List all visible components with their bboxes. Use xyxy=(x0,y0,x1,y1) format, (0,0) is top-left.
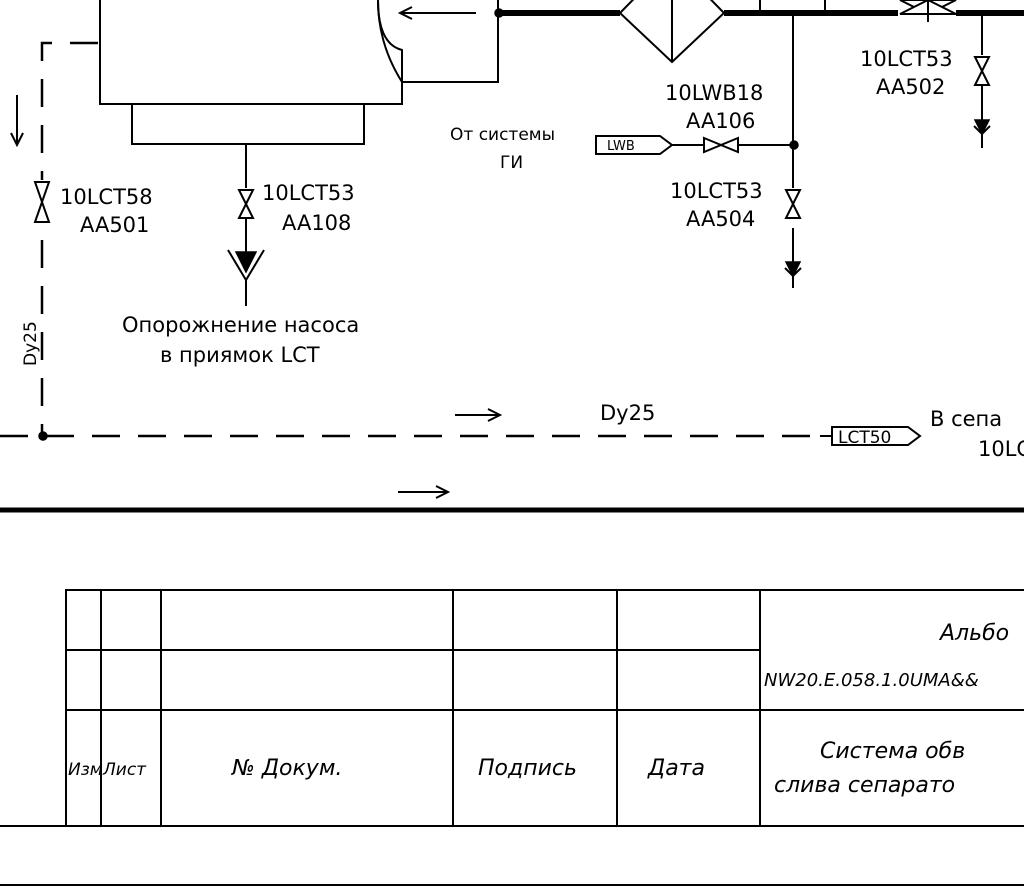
dy25-vertical-label: Dy25 xyxy=(21,321,41,366)
lct50-tag xyxy=(820,426,922,446)
flow-arrow-left xyxy=(397,6,476,20)
valve-label-aa501: AA501 xyxy=(80,213,149,237)
dy25-horizontal-label: Dy25 xyxy=(600,401,655,425)
main-header-pipe xyxy=(494,8,1024,18)
valve-label-lwb18: 10LWB18 xyxy=(665,81,763,105)
branch-line-502 xyxy=(973,13,991,148)
valve-label-lct53-108: 10LCT53 xyxy=(262,181,355,205)
to-separator-label-1: В сепа xyxy=(930,407,1002,431)
valve-label-aa504: AA504 xyxy=(686,207,755,231)
col-doc-number: № Докум. xyxy=(231,756,342,781)
branch-line-504 xyxy=(789,13,799,262)
flow-arrow-right-1 xyxy=(455,408,503,422)
valve-label-aa502: AA502 xyxy=(876,75,945,99)
drain-pump-label-1: Опорожнение насоса xyxy=(122,313,359,337)
valve-aa504-symbol xyxy=(784,189,802,219)
drain-pump-label-2: в приямок LCT xyxy=(160,343,320,367)
from-system-label-1: От системы xyxy=(450,125,555,145)
to-separator-label-2: 10LC xyxy=(978,437,1024,461)
valve-aa501-symbol xyxy=(33,181,51,223)
col-list: Лист xyxy=(102,760,147,780)
valve-label-lct53-502: 10LCT53 xyxy=(860,47,953,71)
system-name-1: Система обв xyxy=(820,739,965,764)
header-tees xyxy=(759,0,826,13)
valve-label-aa106: AA106 xyxy=(686,109,755,133)
lwb-supply-line xyxy=(595,135,793,155)
lwb-tag-label: LWB xyxy=(607,139,635,154)
branch-line-108 xyxy=(227,144,265,306)
album-label: Альбо xyxy=(938,621,1009,646)
heat-exchanger-symbol xyxy=(618,0,726,64)
title-block-grid xyxy=(0,589,1024,886)
flow-arrow-down xyxy=(10,95,24,148)
doc-code: NW20.E.058.1.0UMA&& xyxy=(764,670,979,691)
system-name-2: слива сепарато xyxy=(774,773,955,798)
col-date: Дата xyxy=(647,756,705,781)
from-system-label-2: ГИ xyxy=(500,153,523,173)
dashed-drain-line xyxy=(0,41,820,441)
flow-arrow-right-2 xyxy=(398,485,451,499)
col-izm: Изм xyxy=(68,760,103,780)
pump-body xyxy=(99,0,499,145)
drain-arrow-504 xyxy=(784,261,802,288)
col-signature: Подпись xyxy=(478,756,577,781)
valve-label-aa108: AA108 xyxy=(282,211,351,235)
valve-label-lct58: 10LCT58 xyxy=(60,185,153,209)
valve-label-lct53-504: 10LCT53 xyxy=(670,179,763,203)
header-valve-symbol xyxy=(899,0,957,22)
lct50-tag-label: LCT50 xyxy=(838,428,891,448)
